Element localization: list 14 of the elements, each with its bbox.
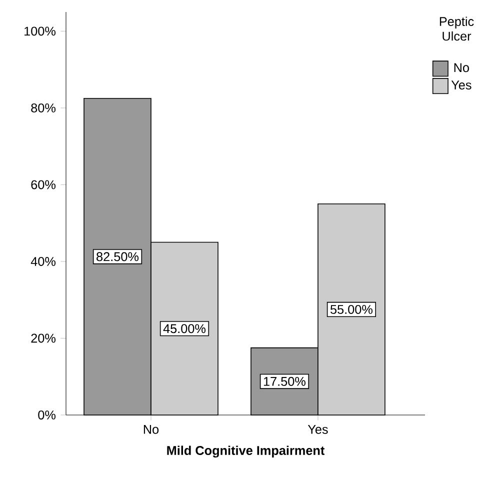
y-tick-label: 80%: [31, 103, 56, 112]
y-tick-label: 0%: [38, 410, 56, 420]
data-label: 82.50%: [96, 252, 139, 262]
y-tick-label: 20%: [31, 334, 56, 343]
legend-label: No: [454, 63, 469, 72]
y-tick-label: 40%: [30, 256, 56, 266]
legend-label: Yes: [451, 80, 472, 90]
y-tick-label: 100%: [24, 26, 56, 36]
data-label: 55.00%: [330, 304, 372, 314]
data-label: 45.00%: [163, 324, 206, 334]
y-tick-label: 60%: [31, 180, 56, 190]
data-label: 17.50%: [264, 376, 306, 386]
legend-title: Peptic Ulcer: [440, 16, 474, 41]
x-axis-title: Mild Cognitive Impairment: [167, 446, 325, 458]
